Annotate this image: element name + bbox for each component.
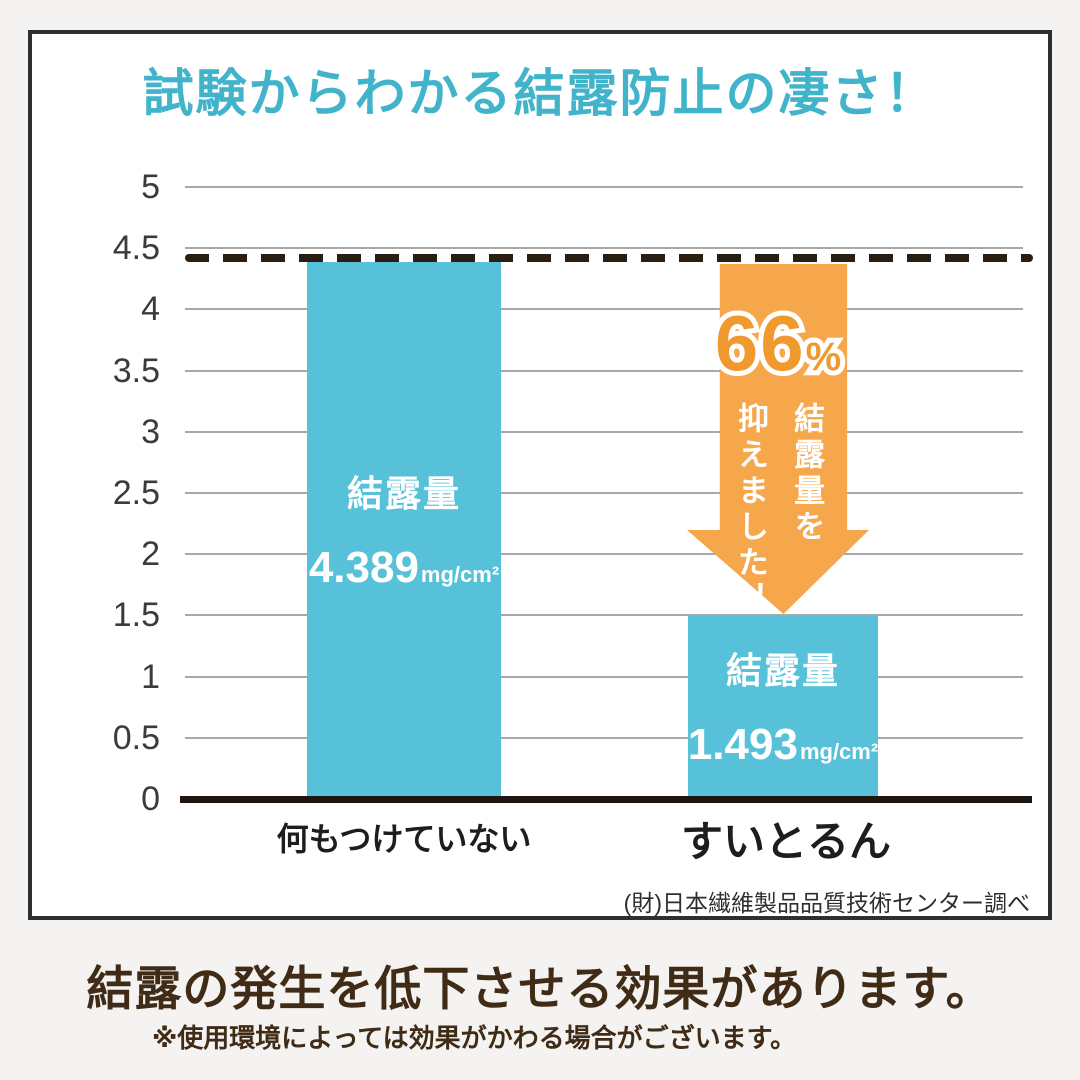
bar-value-unit: mg/cm² — [420, 561, 500, 587]
gridline — [185, 553, 1023, 556]
x-axis-line — [180, 796, 1032, 803]
bar-no-coating: 結露量 4.389 mg/cm² — [307, 261, 501, 796]
gridline — [185, 736, 1023, 739]
gridline — [185, 492, 1023, 494]
footer-note: ※使用環境によっては効果がかわる場合がございます。 — [152, 1023, 797, 1053]
y-axis-label: 1 — [141, 657, 160, 696]
chart-card — [28, 30, 1052, 920]
y-axis-label: 4 — [141, 290, 160, 329]
arrow-caption: 抑えました！ 結露量を — [687, 402, 869, 618]
data-source: (財)日本繊維製品品質技術センター調べ — [623, 890, 1030, 916]
y-axis-label: 1.5 — [112, 596, 160, 635]
y-axis-label: 0.5 — [112, 718, 160, 757]
chart-title: 試験からわかる結露防止の凄さ！ — [142, 65, 938, 122]
arrow-caption-col-left: 抑えました！ — [733, 402, 768, 618]
reduction-percent: 66% — [714, 299, 842, 387]
x-axis-label-no-coating: 何もつけていない — [276, 821, 532, 857]
gridline — [185, 247, 1023, 250]
reference-dashed-line — [185, 253, 1033, 262]
bar-series-label: 結露量 — [725, 650, 840, 692]
bar-suitorun: 結露量 1.493 mg/cm² — [688, 616, 878, 796]
gridline — [185, 369, 1023, 372]
y-axis-label: 3 — [141, 412, 160, 451]
y-axis-label: 5 — [141, 168, 160, 206]
gridline — [185, 614, 1023, 617]
bar-value-number: 4.389 — [308, 542, 419, 592]
y-axis-label: 2.5 — [112, 474, 160, 512]
gridline — [185, 186, 1023, 188]
reduction-arrow: 66% 66% 抑えました！ 結露量を — [687, 264, 869, 618]
y-axis-label: 2 — [141, 535, 160, 574]
y-axis-label: 3.5 — [112, 351, 160, 390]
y-axis-label: 4.5 — [112, 229, 160, 268]
bar-value: 4.389 mg/cm² — [309, 543, 499, 593]
arrow-caption-col-right: 結露量を — [789, 402, 825, 546]
gridline — [185, 308, 1023, 311]
x-axis-label-suitorun: すいとるん — [680, 818, 892, 865]
footer-headline: 結露の発生を低下させる効果があります。 — [86, 962, 994, 1015]
bar-series-label: 結露量 — [346, 472, 461, 514]
bar-value-unit: mg/cm² — [799, 739, 879, 765]
y-axis-label: 0 — [141, 780, 160, 818]
bar-value: 1.493 mg/cm² — [688, 720, 878, 770]
reduction-percent-outline: 66% — [710, 299, 846, 387]
bar-value-number: 1.493 — [687, 720, 798, 770]
gridline — [185, 430, 1023, 433]
gridline — [185, 675, 1023, 678]
